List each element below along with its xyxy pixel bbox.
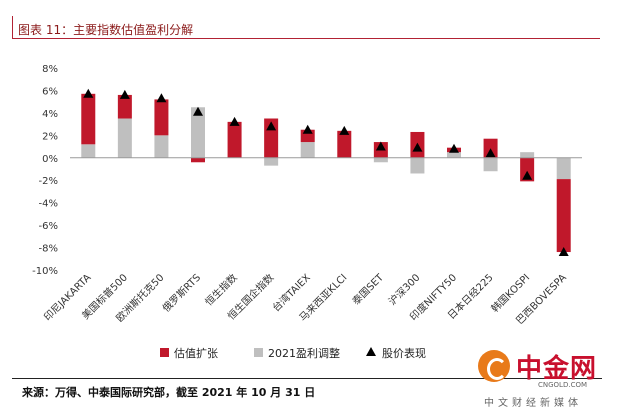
y-tick-label: 0% — [42, 154, 58, 165]
bar-earnings-adjustment — [410, 157, 425, 174]
marker-price-performance — [193, 106, 203, 116]
marker-price-performance — [156, 93, 167, 103]
legend-label-valuation: 估值扩张 — [174, 346, 218, 360]
watermark-url: CNGOLD.COM — [538, 381, 588, 389]
bar-valuation-expansion — [81, 93, 96, 145]
x-tick-label: 恒生指数 — [202, 271, 239, 308]
y-tick-label: 8% — [42, 64, 58, 75]
marker-price-performance — [375, 141, 386, 151]
bar-earnings-adjustment — [373, 157, 388, 163]
source-note: 来源：万得、中泰国际研究部，截至 2021 年 10 月 31 日 — [22, 386, 316, 399]
bar-valuation-expansion — [117, 94, 132, 119]
cngold-watermark: 中金网 CNGOLD.COM 中文财经新媒体 — [476, 348, 616, 414]
bar-earnings-adjustment — [81, 144, 96, 158]
bar-earnings-adjustment — [191, 107, 205, 158]
bar-valuation-expansion — [556, 179, 571, 253]
x-tick-label: 沪深300 — [386, 271, 423, 308]
bar-valuation-expansion — [337, 130, 352, 158]
bar-earnings-adjustment — [556, 157, 571, 180]
marker-price-performance — [229, 116, 240, 126]
marker-price-performance — [485, 148, 496, 158]
title-underline — [12, 38, 600, 39]
bar-valuation-expansion — [520, 157, 535, 182]
watermark-name: 中金网 — [516, 354, 598, 384]
marker-price-performance — [302, 124, 313, 134]
marker-price-performance — [522, 170, 533, 180]
bar-earnings-adjustment — [154, 135, 169, 158]
bar-earnings-adjustment — [300, 142, 315, 158]
bar-valuation-expansion — [154, 99, 169, 136]
legend-marker-performance — [366, 347, 376, 356]
marker-price-performance — [558, 247, 569, 257]
legend-swatch-valuation — [160, 348, 169, 357]
y-tick-label: -8% — [39, 244, 58, 255]
cngold-logo-icon — [478, 350, 510, 382]
marker-price-performance — [449, 143, 459, 153]
y-tick-label: 4% — [42, 109, 58, 120]
watermark-subtitle: 中文财经新媒体 — [484, 398, 582, 409]
y-tick-label: -4% — [39, 199, 58, 210]
marker-price-performance — [83, 88, 94, 98]
bar-earnings-adjustment — [264, 157, 279, 166]
legend-label-performance: 股价表现 — [382, 346, 426, 360]
bar-valuation-expansion — [483, 138, 498, 158]
bar-earnings-adjustment — [520, 152, 535, 158]
y-tick-label: 2% — [42, 131, 58, 142]
x-tick-label: 泰国SET — [349, 270, 386, 307]
bar-earnings-adjustment — [447, 152, 461, 158]
marker-price-performance — [339, 125, 350, 135]
bar-earnings-adjustment — [483, 157, 498, 172]
figure-title: 图表 11：主要指数估值盈利分解 — [18, 23, 194, 37]
footer-rule — [12, 378, 602, 379]
title-left-rule — [12, 16, 13, 38]
bar-valuation-expansion — [191, 157, 205, 163]
figure-title-bar: 图表 11：主要指数估值盈利分解 — [12, 16, 600, 40]
bar-valuation-expansion — [227, 121, 242, 158]
y-tick-label: 6% — [42, 86, 58, 97]
marker-price-performance — [266, 121, 277, 131]
legend-label-earnings: 2021盈利调整 — [268, 346, 340, 360]
legend-swatch-earnings — [254, 348, 263, 357]
x-tick-label: 俄罗斯RTS — [160, 271, 204, 315]
marker-price-performance — [412, 142, 423, 152]
y-tick-label: -10% — [32, 266, 58, 277]
y-tick-label: -6% — [39, 221, 58, 232]
y-tick-label: -2% — [39, 176, 58, 187]
marker-price-performance — [119, 89, 130, 99]
bar-earnings-adjustment — [117, 118, 132, 158]
